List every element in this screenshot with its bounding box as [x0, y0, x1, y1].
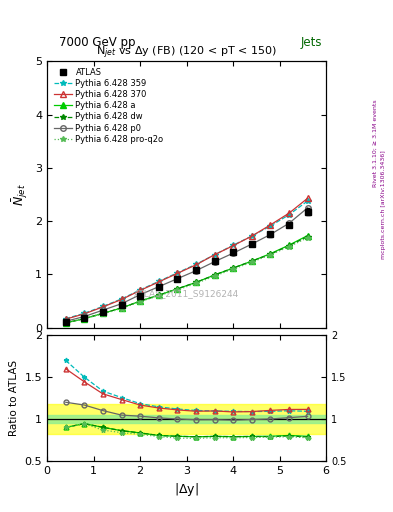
Title: N$_{jet}$ vs $\Delta$y (FB) (120 < pT < 150): N$_{jet}$ vs $\Delta$y (FB) (120 < pT < …: [96, 45, 277, 61]
Bar: [47, 404, 326, 434]
Text: Jets: Jets: [301, 36, 322, 49]
Text: mcplots.cern.ch [arXiv:1306.3436]: mcplots.cern.ch [arXiv:1306.3436]: [381, 151, 386, 259]
Legend: ATLAS, Pythia 6.428 359, Pythia 6.428 370, Pythia 6.428 a, Pythia 6.428 dw, Pyth: ATLAS, Pythia 6.428 359, Pythia 6.428 37…: [51, 66, 166, 146]
X-axis label: |$\Delta$y|: |$\Delta$y|: [174, 481, 199, 498]
Text: Rivet 3.1.10; ≥ 3.1M events: Rivet 3.1.10; ≥ 3.1M events: [373, 99, 378, 187]
Bar: [47, 415, 326, 423]
Y-axis label: Ratio to ATLAS: Ratio to ATLAS: [9, 360, 19, 436]
Text: ATLAS_2011_S9126244: ATLAS_2011_S9126244: [134, 289, 239, 298]
Text: 7000 GeV pp: 7000 GeV pp: [59, 36, 136, 49]
Y-axis label: $\bar{N}_{jet}$: $\bar{N}_{jet}$: [10, 183, 29, 206]
